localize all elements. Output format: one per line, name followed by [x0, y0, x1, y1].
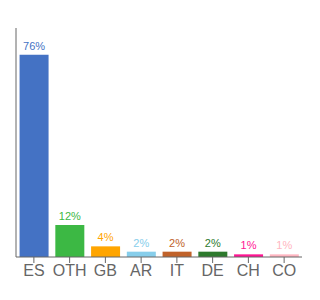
svg-text:AR: AR [130, 262, 152, 279]
svg-text:76%: 76% [23, 40, 45, 52]
svg-text:IT: IT [170, 262, 184, 279]
svg-text:1%: 1% [241, 239, 257, 251]
svg-text:DE: DE [202, 262, 224, 279]
svg-text:CH: CH [237, 262, 260, 279]
svg-text:2%: 2% [169, 237, 185, 249]
svg-text:2%: 2% [205, 237, 221, 249]
svg-text:4%: 4% [98, 231, 114, 243]
svg-text:OTH: OTH [53, 262, 87, 279]
svg-text:ES: ES [23, 262, 44, 279]
svg-text:12%: 12% [59, 210, 81, 222]
svg-text:GB: GB [94, 262, 117, 279]
svg-text:CO: CO [272, 262, 296, 279]
svg-text:2%: 2% [133, 237, 149, 249]
svg-text:1%: 1% [276, 239, 292, 251]
